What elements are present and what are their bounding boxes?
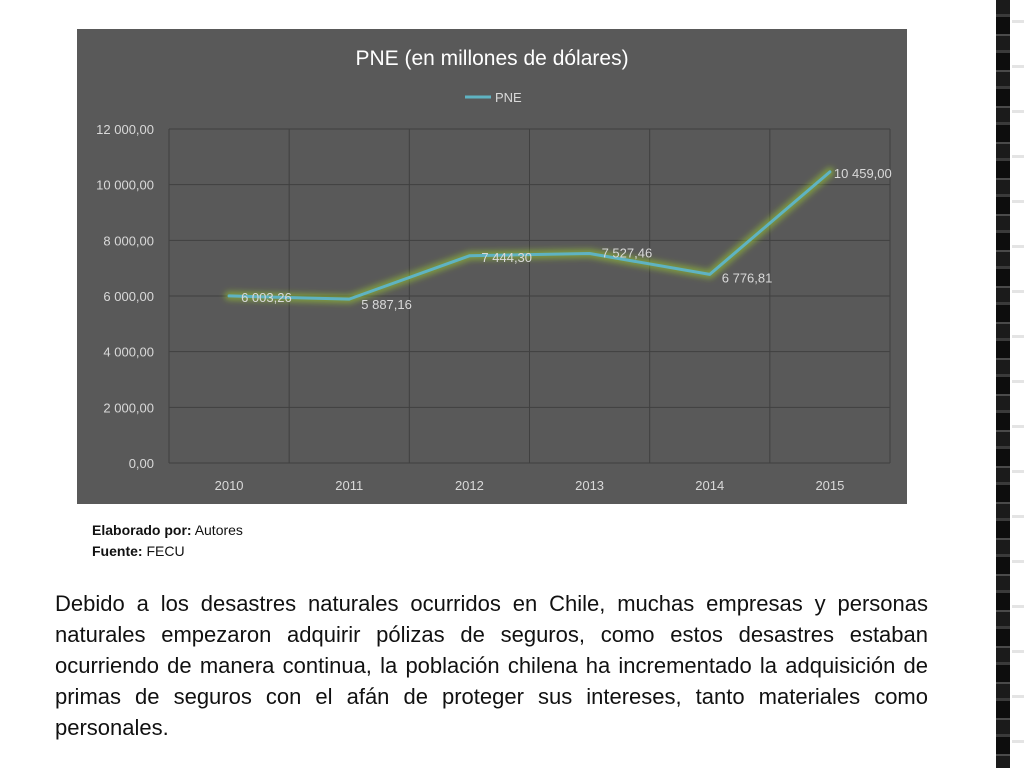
x-tick-label: 2010 xyxy=(215,478,244,493)
x-tick-label: 2012 xyxy=(455,478,484,493)
x-tick-label: 2015 xyxy=(815,478,844,493)
caption-author-line: Elaborado por: Autores xyxy=(92,520,243,541)
line-chart: PNE (en millones de dólares) PNE 0,00 2 0… xyxy=(77,29,907,504)
chart-svg: PNE (en millones de dólares) PNE 0,00 2 0… xyxy=(96,47,892,493)
data-label: 6 003,26 xyxy=(241,290,292,305)
caption-source-label: Fuente: xyxy=(92,543,143,559)
x-tick-label: 2013 xyxy=(575,478,604,493)
y-tick-label: 2 000,00 xyxy=(103,400,154,415)
body-paragraph: Debido a los desastres naturales ocurrid… xyxy=(55,591,928,740)
data-label: 7 527,46 xyxy=(602,245,653,260)
y-tick-label: 4 000,00 xyxy=(103,345,154,360)
data-label: 10 459,00 xyxy=(834,166,892,181)
legend: PNE xyxy=(465,90,522,105)
y-tick-label: 12 000,00 xyxy=(96,122,154,137)
series-line-pne xyxy=(227,170,832,301)
data-labels: 6 003,26 5 887,16 7 444,30 7 527,46 6 776,81… xyxy=(241,166,892,312)
chart-title: PNE (en millones de dólares) xyxy=(355,47,628,70)
x-tick-label: 2014 xyxy=(695,478,724,493)
data-label: 7 444,30 xyxy=(481,250,532,265)
grid xyxy=(168,128,891,464)
caption-source-value: FECU xyxy=(146,543,185,559)
chart-caption: Elaborado por: Autores Fuente: FECU xyxy=(92,520,243,562)
film-strip-bar xyxy=(996,0,1010,768)
film-strip-decoration xyxy=(990,0,1024,768)
data-label: 6 776,81 xyxy=(722,270,773,285)
series-pne xyxy=(224,167,835,304)
caption-author-label: Elaborado por: xyxy=(92,522,192,538)
film-strip-edge xyxy=(1012,0,1024,768)
caption-source-line: Fuente: FECU xyxy=(92,541,243,562)
x-tick-label: 2011 xyxy=(335,478,363,493)
y-tick-label: 10 000,00 xyxy=(96,178,154,193)
y-axis: 0,00 2 000,00 4 000,00 6 000,00 8 000,00 10 0… xyxy=(96,122,154,471)
y-tick-label: 8 000,00 xyxy=(103,233,154,248)
y-tick-label: 6 000,00 xyxy=(103,289,154,304)
legend-entry-pne: PNE xyxy=(495,90,522,105)
x-axis: 2010 2011 2012 2013 2014 2015 xyxy=(215,478,845,493)
y-tick-label: 0,00 xyxy=(129,456,154,471)
data-label: 5 887,16 xyxy=(361,297,412,312)
caption-author-value: Autores xyxy=(194,522,243,538)
